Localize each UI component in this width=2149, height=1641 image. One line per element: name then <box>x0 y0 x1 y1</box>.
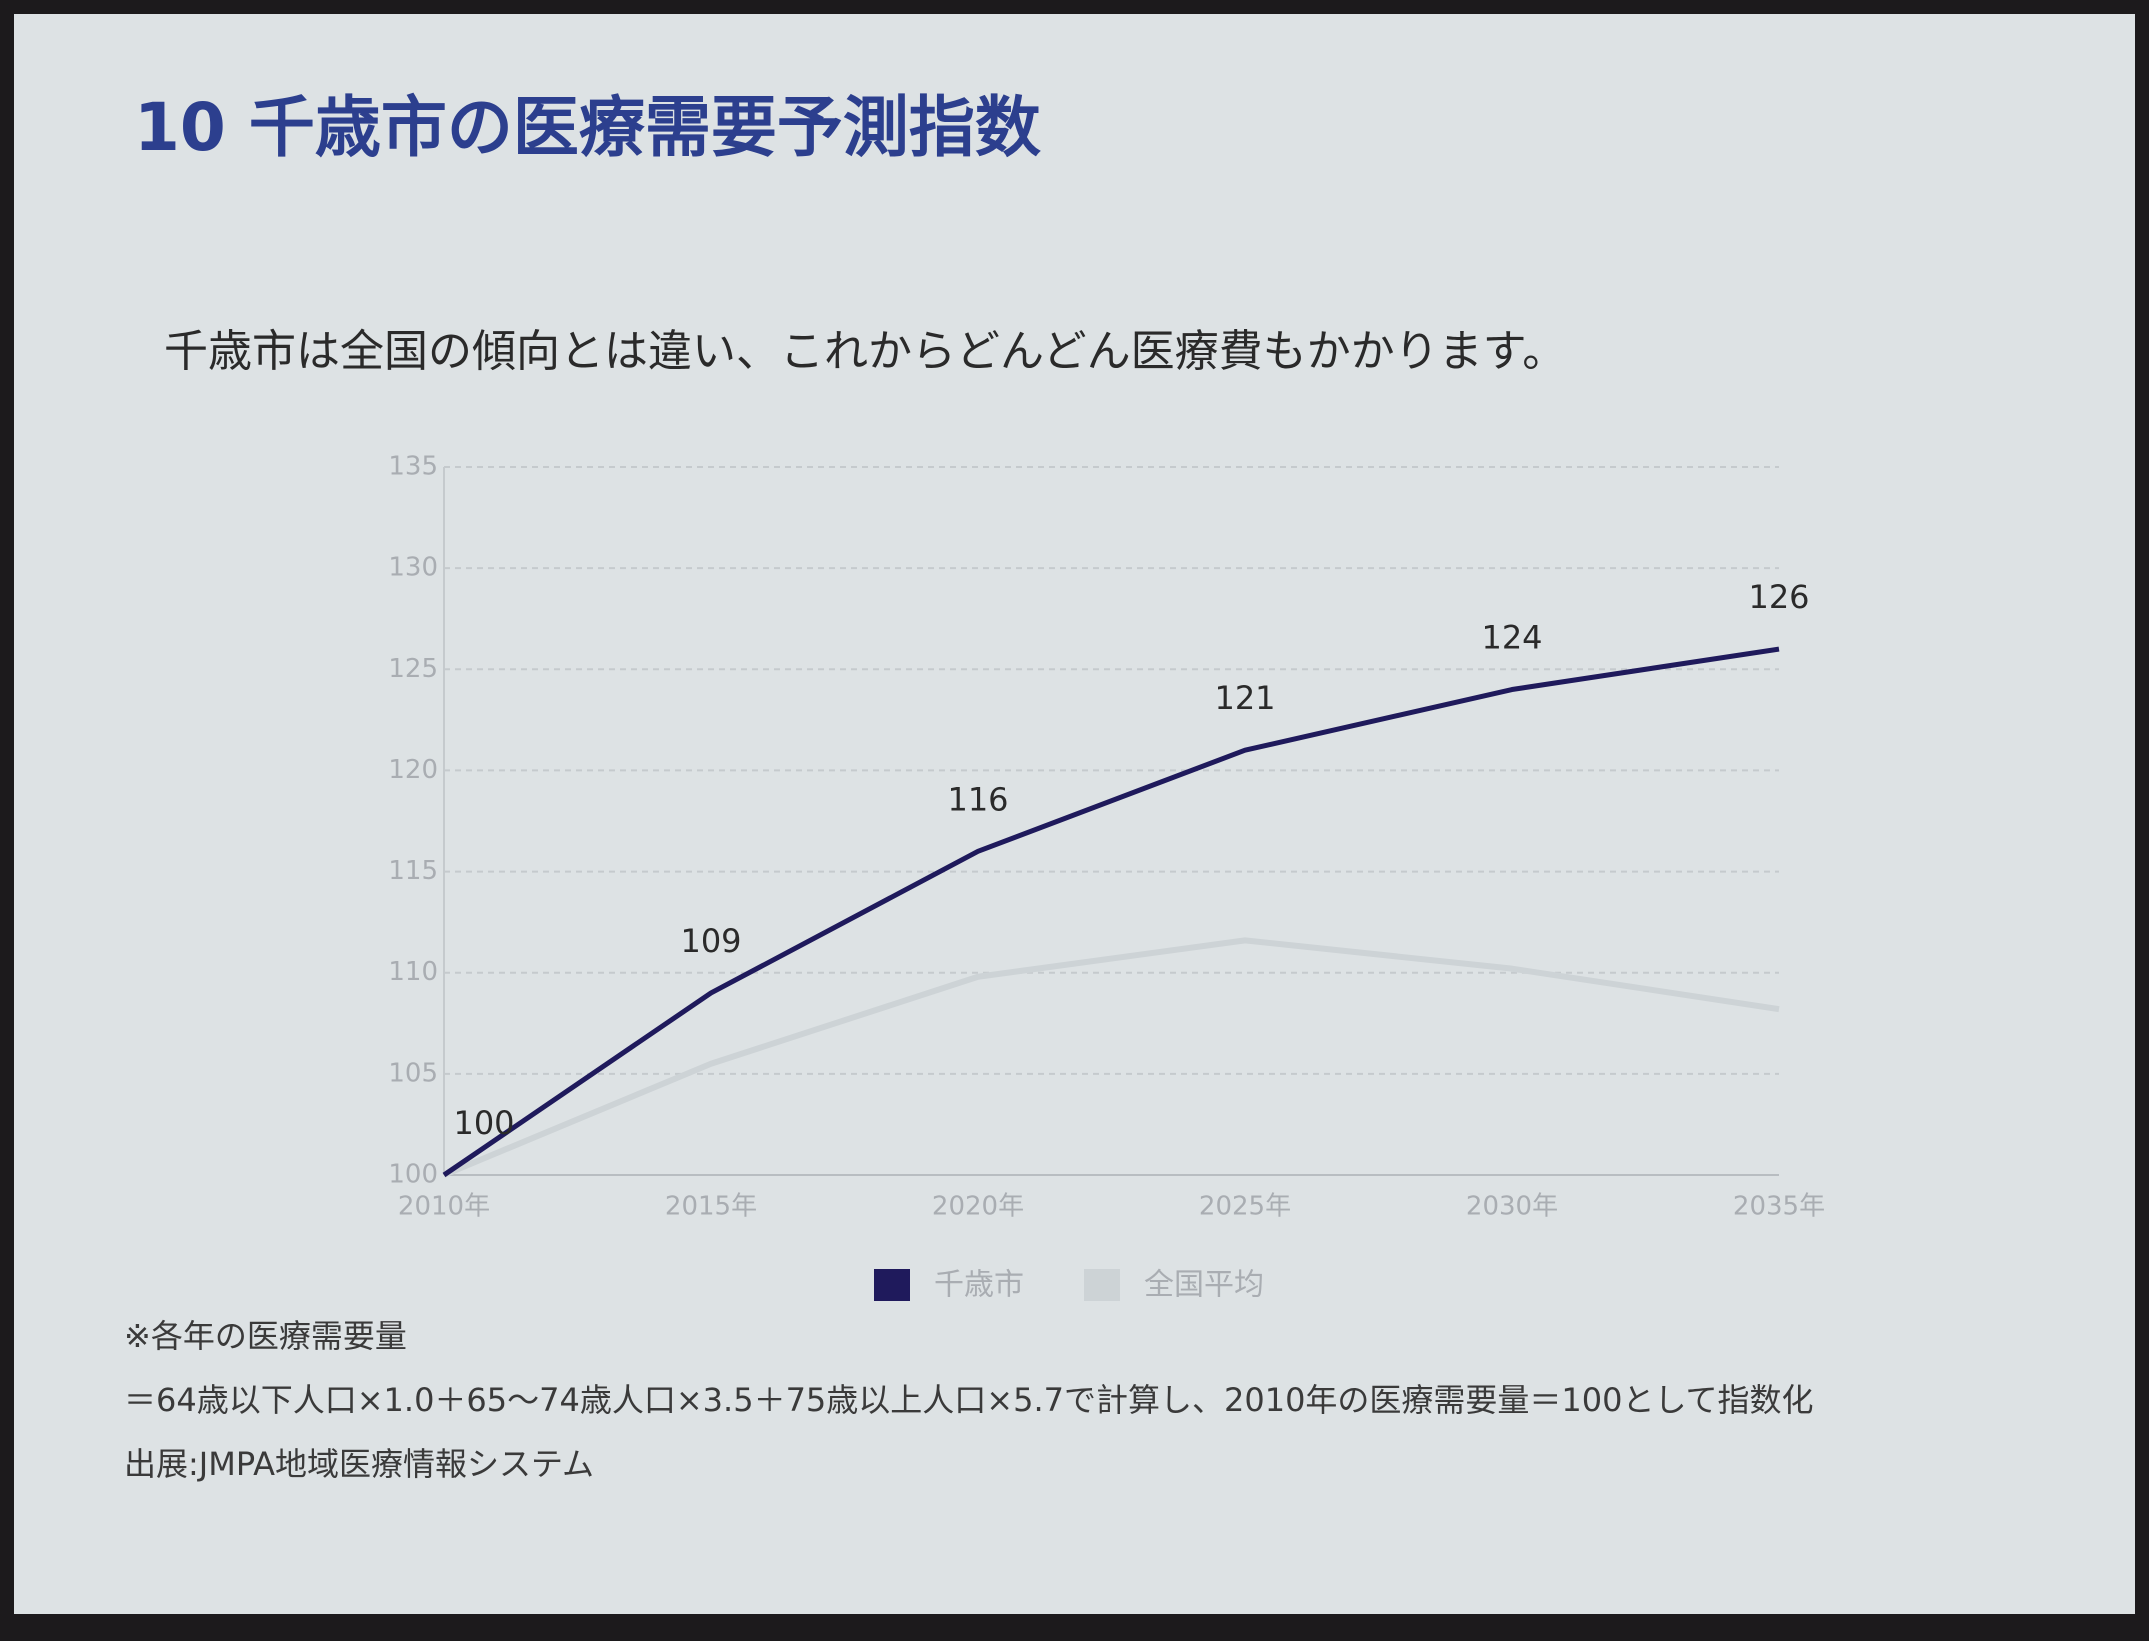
chart: 10 千歳市の医療需要予測指数 千歳市は全国の傾向とは違い、これからどんどん医療… <box>134 89 1825 1303</box>
footnote: 出展:JMPA地域医療情報システム <box>124 1445 595 1483</box>
chart-title: 10 千歳市の医療需要予測指数 <box>134 89 1041 166</box>
y-tick-label: 125 <box>388 654 438 684</box>
x-tick-label: 2010年 <box>398 1192 490 1222</box>
y-tick-label: 120 <box>388 755 438 785</box>
y-tick-label: 130 <box>388 553 438 583</box>
footnote: ※各年の医療需要量 <box>124 1317 407 1355</box>
chart-subtitle: 千歳市は全国の傾向とは違い、これからどんどん医療費もかかります。 <box>164 326 1566 377</box>
y-tick-label: 110 <box>388 957 438 987</box>
series-line <box>442 646 1780 1178</box>
legend-swatch <box>1084 1269 1120 1301</box>
slide: 10 千歳市の医療需要予測指数 千歳市は全国の傾向とは違い、これからどんどん医療… <box>14 14 2135 1614</box>
data-label: 109 <box>680 922 741 960</box>
legend-label: 全国平均 <box>1144 1268 1264 1303</box>
y-tick-label: 115 <box>388 856 438 886</box>
data-label: 126 <box>1748 578 1809 616</box>
x-tick-label: 2030年 <box>1466 1192 1558 1222</box>
series-line <box>442 937 1780 1178</box>
data-label: 121 <box>1214 679 1275 717</box>
y-tick-label: 105 <box>388 1058 438 1088</box>
x-tick-label: 2035年 <box>1733 1192 1825 1222</box>
y-tick-label: 100 <box>388 1160 438 1190</box>
x-tick-label: 2015年 <box>665 1192 757 1222</box>
legend-label: 千歳市 <box>934 1268 1024 1303</box>
footnotes: ※各年の医療需要量 ＝64歳以下人口×1.0＋65〜74歳人口×3.5＋75歳以上… <box>124 1314 2024 1506</box>
data-label: 124 <box>1481 619 1542 657</box>
footnote: ＝64歳以下人口×1.0＋65〜74歳人口×3.5＋75歳以上人口×5.7で計算… <box>124 1381 1814 1419</box>
x-tick-label: 2020年 <box>932 1192 1024 1222</box>
data-label: 116 <box>947 780 1008 818</box>
legend-swatch <box>874 1269 910 1301</box>
x-tick-label: 2025年 <box>1199 1192 1291 1222</box>
y-tick-label: 135 <box>388 452 438 482</box>
data-label: 100 <box>453 1104 514 1142</box>
